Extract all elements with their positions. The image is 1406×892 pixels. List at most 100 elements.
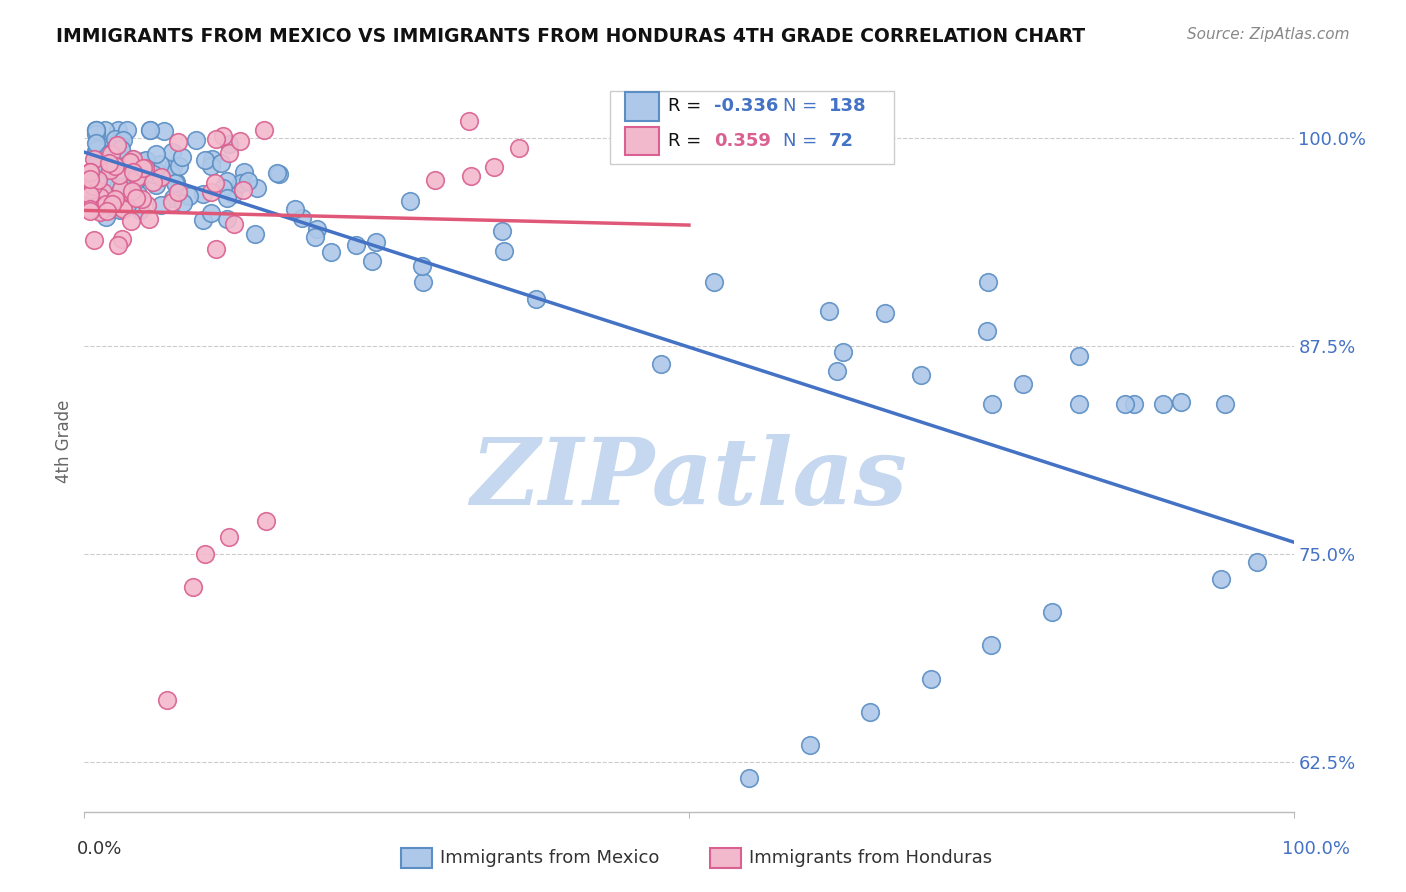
Point [108,168,131,182]
Point [229,176,252,190]
Point [104,132,127,146]
Point [399,194,422,208]
Point [1246,555,1268,569]
Text: -0.336: -0.336 [714,96,779,115]
Point [218,136,240,151]
Point [79,203,101,218]
Point [136,197,159,211]
Point [104,159,127,173]
Point [86,170,108,185]
Point [976,324,998,338]
Bar [401,848,432,868]
Point [211,181,233,195]
Point [172,196,194,211]
Point [79,166,101,180]
Point [284,202,307,216]
Point [128,171,150,186]
Point [181,580,204,594]
Point [94,197,117,211]
Point [87,144,110,158]
Point [492,244,515,259]
Point [162,145,184,159]
Point [818,303,841,318]
Point [108,199,131,213]
Point [703,275,725,289]
Point [101,200,124,214]
Point [110,164,132,178]
Point [101,197,124,211]
Point [120,155,142,169]
Point [86,157,108,171]
Point [134,161,156,175]
Point [162,191,184,205]
Point [82,179,104,194]
Point [142,167,165,181]
Point [111,232,134,246]
Point [491,224,513,238]
Point [124,173,146,187]
Point [86,183,108,197]
Point [103,152,125,166]
Point [79,172,101,186]
Point [86,142,108,156]
Point [115,197,138,211]
Point [120,214,142,228]
Point [139,122,162,136]
Text: 138: 138 [830,96,868,115]
Point [98,162,121,177]
Point [738,772,761,786]
Point [304,230,326,244]
Point [458,114,481,128]
Point [94,174,117,188]
Point [243,227,266,241]
Point [319,245,342,260]
Point [200,205,222,219]
Point [191,212,214,227]
Point [117,123,139,137]
Point [831,345,853,359]
Point [204,177,226,191]
Text: Immigrants from Honduras: Immigrants from Honduras [749,849,993,867]
Point [976,275,998,289]
Point [87,173,110,187]
Point [121,189,143,203]
Point [107,122,129,136]
Point [87,198,110,212]
Point [149,198,172,212]
Point [94,211,117,225]
Point [86,127,108,141]
Point [364,235,387,249]
Point [233,164,256,178]
Bar [710,848,741,868]
Text: Source: ZipAtlas.com: Source: ZipAtlas.com [1187,27,1350,42]
Point [224,217,246,231]
Point [145,146,167,161]
Point [90,136,112,151]
Point [86,122,108,136]
Point [1067,397,1090,411]
Point [825,364,848,378]
Point [135,153,157,167]
Point [89,190,111,204]
Point [104,193,127,207]
Point [112,132,135,146]
FancyBboxPatch shape [610,91,894,164]
Point [167,185,190,199]
Point [201,152,224,166]
Point [218,530,240,544]
Point [184,133,207,147]
Point [1040,605,1063,619]
Point [1122,397,1144,411]
Text: ZIPatlas: ZIPatlas [471,434,907,524]
Point [267,167,290,181]
Point [179,188,201,202]
Point [105,137,128,152]
Point [526,292,548,306]
Point [93,152,115,166]
Point [143,166,166,180]
Point [127,186,149,201]
Point [305,222,328,236]
Point [90,168,112,182]
Point [79,171,101,186]
Point [155,693,177,707]
